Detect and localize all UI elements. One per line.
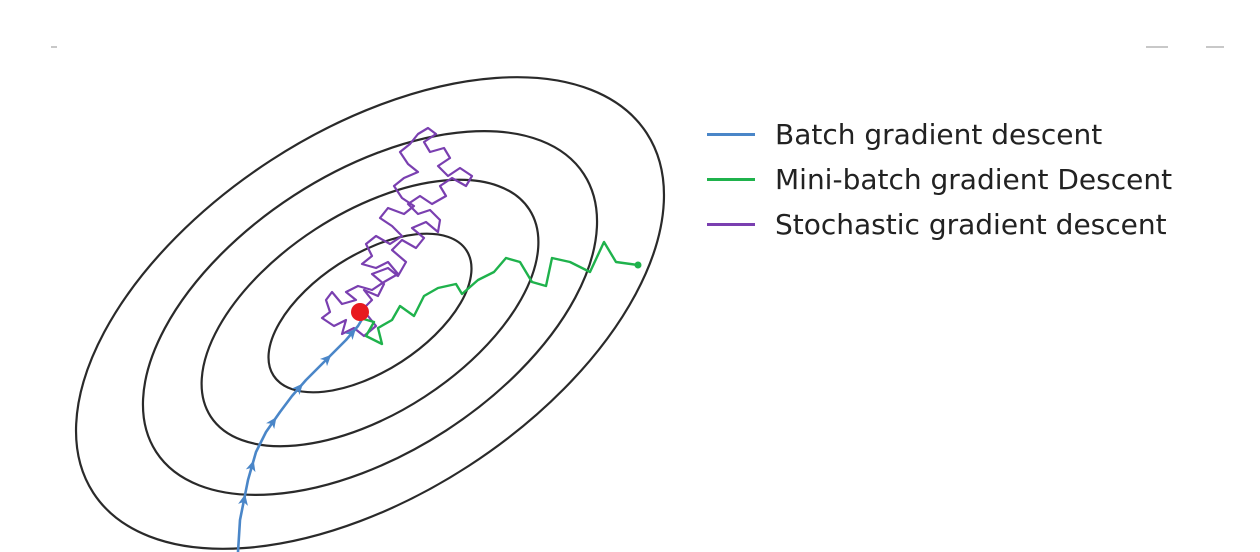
legend-label-batch: Batch gradient descent [775, 118, 1103, 151]
legend-item-mini-batch: Mini-batch gradient Descent [707, 157, 1172, 202]
batch-path-arrowheads [238, 328, 356, 506]
legend: Batch gradient descent Mini-batch gradie… [707, 112, 1172, 247]
corner-mark-left [51, 46, 57, 48]
batch-arrowhead-6 [344, 328, 356, 341]
batch-arrowhead-3 [266, 417, 277, 429]
legend-swatch-batch [707, 133, 755, 136]
contour-ring-1 [267, 232, 473, 394]
legend-item-stochastic: Stochastic gradient descent [707, 202, 1172, 247]
corner-mark-right-1 [1146, 46, 1168, 48]
contour-ring-4 [74, 76, 666, 550]
cost-contours [74, 76, 666, 550]
mini-batch-gradient-descent-path [359, 240, 639, 346]
batch-arrowhead-2 [245, 460, 256, 473]
stochastic-gradient-descent-path [320, 126, 474, 338]
legend-swatch-stochastic [707, 223, 755, 226]
minimum-point [351, 303, 369, 321]
contour-ring-3 [141, 130, 599, 496]
legend-label-mini-batch: Mini-batch gradient Descent [775, 163, 1173, 196]
minibatch-start-point [634, 261, 642, 269]
batch-arrowhead-1 [238, 494, 248, 506]
batch-gradient-descent-path [236, 314, 366, 552]
contour-ring-2 [200, 178, 540, 448]
legend-item-batch: Batch gradient descent [707, 112, 1172, 157]
corner-mark-right-2 [1206, 46, 1224, 48]
legend-label-stochastic: Stochastic gradient descent [775, 208, 1167, 241]
batch-arrowhead-4 [291, 383, 303, 396]
legend-swatch-mini-batch [707, 178, 755, 181]
